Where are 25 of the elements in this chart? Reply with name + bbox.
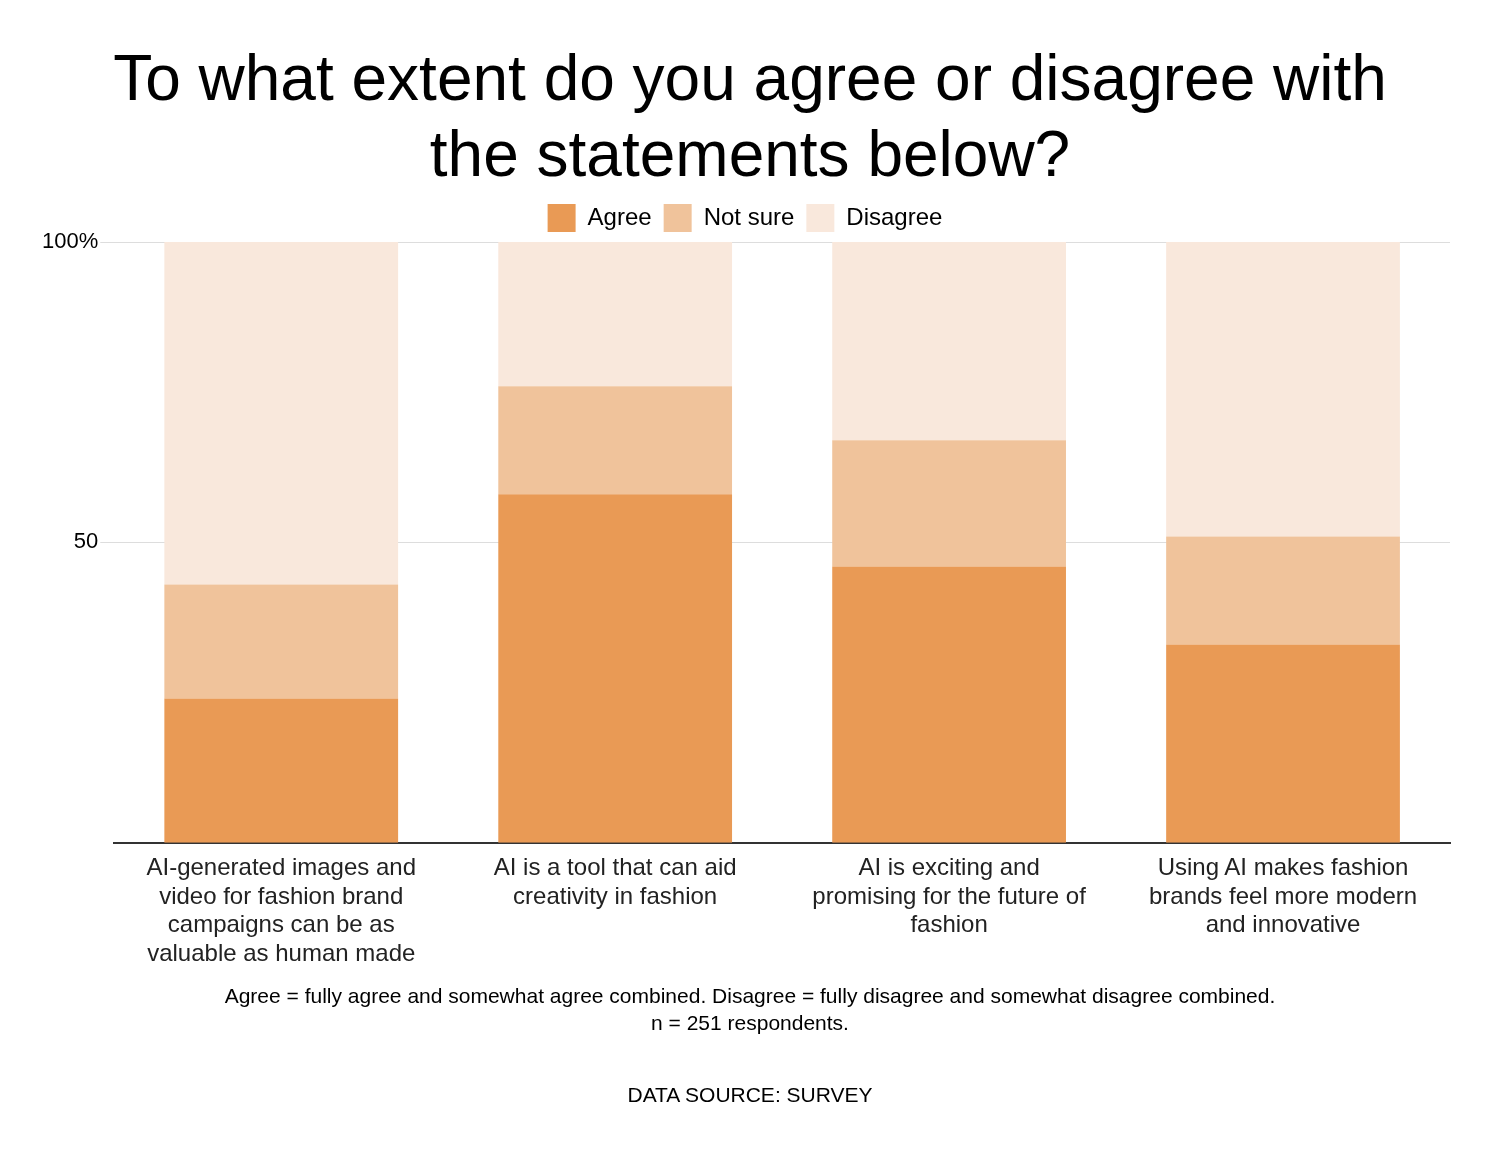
x-tick-label: AI is a tool that can aid creativity in fashion xyxy=(493,852,737,909)
legend-label: Not sure xyxy=(703,202,795,230)
bar xyxy=(498,242,733,387)
y-tick-label: 100% xyxy=(41,228,99,254)
x-tick-label: Using AI makes fashion brands feel more modern and innovative xyxy=(1148,852,1418,938)
bar xyxy=(832,566,1066,843)
bar xyxy=(1166,242,1400,537)
text: Agree = fully agree and somewhat agree combined. Disagree = fully disagree and somewhat disagree combined. xyxy=(223,983,1277,1009)
x-tick-label: AI is exciting and promising for the future of fashion xyxy=(812,852,1087,938)
bar xyxy=(164,242,399,585)
bar xyxy=(1166,644,1400,843)
bar xyxy=(498,494,733,843)
bar xyxy=(498,386,733,495)
bar xyxy=(832,440,1066,567)
text: n = 251 respondents. xyxy=(650,1010,850,1036)
legend-label: Agree xyxy=(587,202,652,230)
bar xyxy=(164,698,399,843)
chart-title: To what extent do you agree or disagree with the statements below? xyxy=(112,41,1388,192)
y-tick-label: 50 xyxy=(73,528,99,554)
bar xyxy=(832,242,1066,441)
source-note: DATA SOURCE: SURVEY xyxy=(626,1082,874,1108)
x-tick-label: AI-generated images and video for fashion brand campaigns can be as valuable as human made xyxy=(146,852,416,967)
bar xyxy=(1166,536,1400,645)
legend-label: Disagree xyxy=(846,202,943,230)
bar xyxy=(164,584,399,699)
